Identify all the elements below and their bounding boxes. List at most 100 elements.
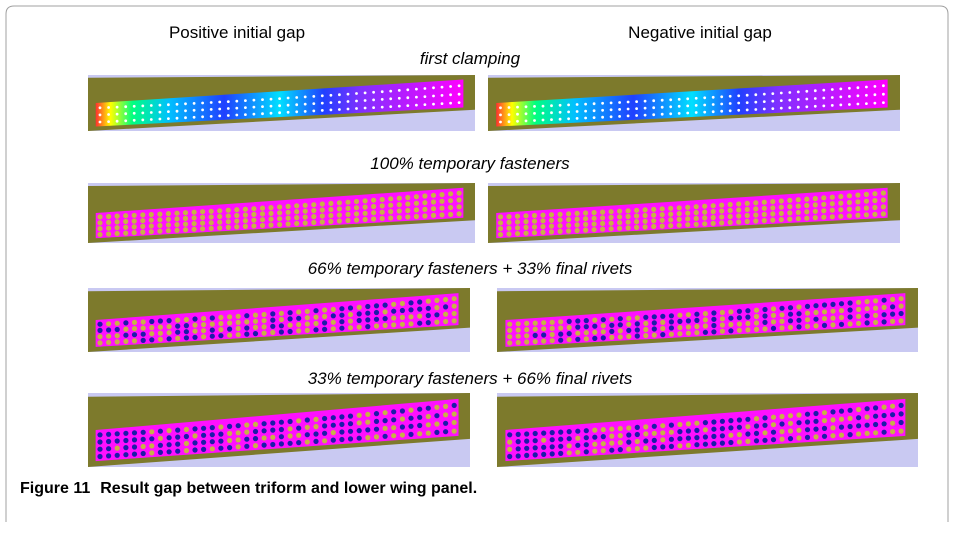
fastener xyxy=(660,326,665,331)
fastener xyxy=(899,296,904,301)
fastener xyxy=(609,215,614,220)
fastener xyxy=(288,323,293,328)
fastener xyxy=(141,332,146,337)
fastener xyxy=(348,305,353,310)
fastener xyxy=(374,303,379,308)
fastener xyxy=(286,216,291,221)
fastener xyxy=(288,426,293,431)
fastener xyxy=(745,213,750,218)
fastener xyxy=(677,205,682,210)
fastener xyxy=(345,206,350,211)
fastener xyxy=(635,439,640,444)
fastener xyxy=(746,101,749,104)
fastener xyxy=(236,430,241,435)
fastener xyxy=(865,431,870,436)
fastener xyxy=(434,305,439,310)
fastener xyxy=(398,89,401,92)
fastener xyxy=(452,311,457,316)
fastener xyxy=(643,219,648,224)
fastener xyxy=(762,200,767,205)
fastener xyxy=(159,111,162,114)
fastener xyxy=(192,440,197,445)
fastener xyxy=(338,93,341,96)
fastener xyxy=(210,439,215,444)
fastener xyxy=(821,202,826,207)
fastener xyxy=(584,117,587,120)
fastener xyxy=(584,103,587,106)
fastener xyxy=(609,441,614,446)
fastener xyxy=(354,205,359,210)
fastener xyxy=(296,433,301,438)
fastener xyxy=(192,329,197,334)
fastener xyxy=(788,325,793,330)
fastener xyxy=(848,95,851,98)
fastener xyxy=(331,423,336,428)
row-label: 66% temporary fasteners + 33% final rive… xyxy=(308,259,633,278)
fastener xyxy=(158,318,163,323)
fastener xyxy=(320,213,325,218)
fastener xyxy=(400,432,405,437)
fastener xyxy=(524,431,529,436)
fastener xyxy=(417,415,422,420)
fastener xyxy=(166,211,171,216)
fastener xyxy=(703,330,708,335)
fastener xyxy=(201,447,206,452)
fastener xyxy=(422,213,427,218)
fastener xyxy=(303,209,308,214)
fastener xyxy=(498,226,503,231)
fastener xyxy=(855,193,860,198)
fastener xyxy=(452,318,457,323)
fastener xyxy=(830,214,835,219)
fastener xyxy=(686,421,691,426)
fastener xyxy=(753,218,758,223)
fastener xyxy=(771,107,774,110)
fastener xyxy=(383,410,388,415)
fastener xyxy=(339,306,344,311)
fastener xyxy=(339,326,344,331)
fastener xyxy=(822,323,827,328)
fastener xyxy=(847,207,852,212)
fastener xyxy=(506,226,511,231)
fastener xyxy=(762,415,767,420)
fastener xyxy=(839,104,842,107)
fastener xyxy=(149,325,154,330)
fastener xyxy=(865,423,870,428)
fastener xyxy=(192,447,197,452)
fastener xyxy=(541,452,546,457)
fastener xyxy=(780,92,783,95)
fastener xyxy=(296,316,301,321)
fastener xyxy=(158,331,163,336)
fastener xyxy=(890,319,895,324)
fastener xyxy=(770,211,775,216)
fastener xyxy=(754,423,759,428)
fastener xyxy=(313,327,318,332)
fastener xyxy=(685,222,690,227)
fastener xyxy=(694,442,699,447)
fastener xyxy=(729,95,732,98)
fastener xyxy=(882,430,887,435)
fastener xyxy=(210,328,215,333)
fastener xyxy=(618,334,623,339)
fastener xyxy=(762,320,767,325)
fastener xyxy=(627,108,630,111)
fastener xyxy=(431,213,436,218)
fastener xyxy=(549,212,554,217)
fastener xyxy=(669,423,674,428)
fastener xyxy=(702,221,707,226)
fastener xyxy=(848,416,853,421)
fastener xyxy=(550,437,555,442)
fastener xyxy=(167,442,172,447)
fastener xyxy=(210,334,215,339)
fastener xyxy=(609,329,614,334)
fastener xyxy=(745,327,750,332)
fastener xyxy=(434,320,439,325)
fastener xyxy=(882,421,887,426)
fastener xyxy=(363,198,368,203)
fastener xyxy=(330,94,333,97)
fastener xyxy=(660,423,665,428)
fastener xyxy=(702,210,707,215)
fastener xyxy=(703,427,708,432)
fastener xyxy=(736,207,741,212)
fastener xyxy=(345,200,350,205)
fastener xyxy=(669,319,674,324)
